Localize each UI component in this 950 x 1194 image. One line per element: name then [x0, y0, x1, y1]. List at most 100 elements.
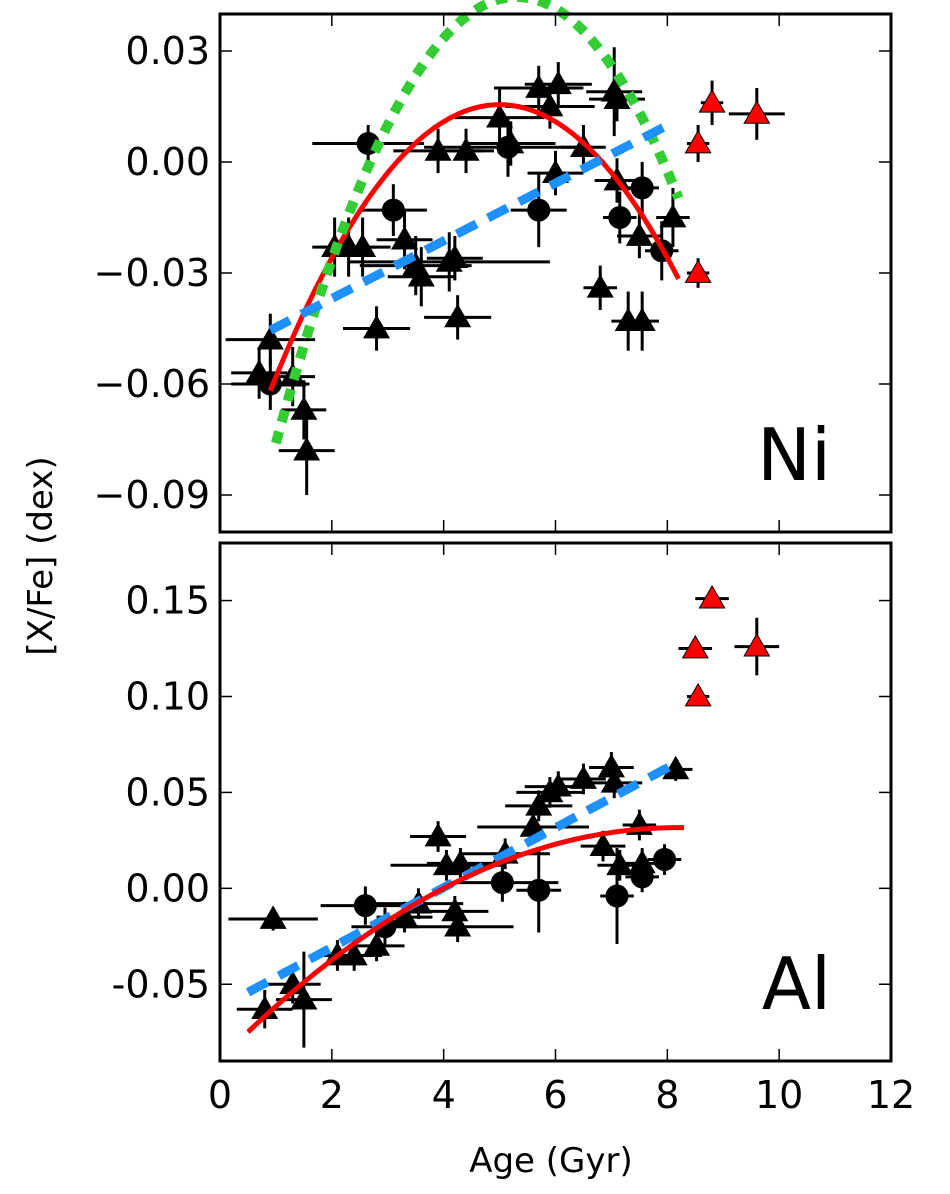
triangle-marker — [603, 85, 631, 109]
data-point — [524, 62, 592, 107]
triangle-marker — [698, 89, 726, 113]
triangle-marker — [256, 325, 284, 350]
data-point — [728, 88, 785, 140]
triangle-marker — [589, 832, 617, 856]
panel-label: Ni — [757, 413, 831, 497]
triangle-marker — [446, 849, 474, 874]
circle-marker — [527, 198, 551, 222]
y-tick-label: 0.00 — [125, 866, 210, 910]
triangle-marker — [681, 634, 709, 659]
triangle-marker — [628, 307, 656, 331]
ni-panel: 0.03 0.00 −0.03 −0.06 −0.09 Ni — [94, 0, 893, 534]
data-point — [281, 380, 327, 440]
triangle-marker — [586, 274, 614, 298]
triangle-marker — [363, 932, 391, 956]
triangle-marker — [662, 755, 690, 780]
triangle-marker — [452, 137, 480, 161]
y-tick-label: −0.06 — [94, 362, 210, 406]
data-point — [493, 65, 584, 111]
green-fit — [271, 0, 684, 445]
triangle-marker — [525, 792, 553, 816]
data-point — [622, 809, 657, 841]
data-point — [589, 76, 645, 122]
data-point — [583, 265, 618, 310]
circle-marker — [630, 176, 654, 200]
x-axis-label: Age (Gyr) — [469, 1141, 633, 1181]
blue-fit — [245, 760, 676, 997]
data-point — [586, 767, 643, 799]
x-tick-label: 6 — [543, 1073, 567, 1117]
data-point — [516, 848, 562, 933]
circle-marker — [630, 865, 654, 889]
y-tick-label: 0.15 — [125, 579, 210, 623]
triangle-marker — [349, 233, 377, 257]
triangle-marker — [597, 753, 625, 778]
triangle-marker — [486, 103, 514, 128]
data-point — [401, 911, 514, 943]
circle-marker — [381, 198, 405, 222]
data-point — [698, 80, 726, 125]
data-point — [625, 861, 659, 893]
triangle-marker — [684, 129, 712, 154]
data-point — [625, 291, 659, 351]
data-point — [343, 306, 411, 351]
triangle-marker — [424, 822, 452, 847]
triangle-marker — [290, 985, 318, 1010]
triangle-marker — [698, 584, 726, 609]
triangle-marker — [444, 303, 472, 328]
y-tick-label: 0.00 — [125, 140, 210, 184]
y-axis-label: [X/Fe] (dex) — [21, 456, 61, 655]
triangle-marker — [391, 226, 419, 250]
x-tick-label: 12 — [867, 1073, 915, 1117]
circle-marker — [653, 848, 677, 872]
data-point — [625, 162, 659, 214]
data-point — [454, 88, 545, 148]
triangle-marker — [363, 314, 391, 339]
data-point — [477, 811, 590, 843]
y-tick-label: −0.03 — [94, 251, 210, 295]
data-point — [600, 848, 634, 944]
data-point — [656, 187, 690, 248]
triangle-marker — [444, 913, 472, 937]
data-point — [684, 125, 712, 162]
circle-marker — [496, 135, 520, 159]
data-point — [410, 821, 467, 852]
circle-marker — [527, 878, 551, 902]
blue-fit — [268, 121, 670, 335]
series-red-triangles — [684, 80, 785, 288]
triangle-marker — [743, 632, 771, 657]
triangle-marker — [544, 772, 572, 797]
circle-marker — [608, 206, 632, 229]
data-point — [438, 128, 494, 174]
data-point — [225, 313, 316, 366]
triangle-marker — [340, 941, 368, 966]
triangle-marker — [659, 203, 687, 228]
triangle-marker — [625, 222, 653, 246]
y-tick-label: -0.05 — [112, 962, 210, 1006]
circle-marker — [353, 894, 377, 918]
data-point — [647, 844, 682, 875]
x-tick-label: 0 — [208, 1073, 232, 1117]
triangle-marker — [684, 682, 712, 707]
data-point — [734, 617, 780, 676]
data-point — [228, 905, 318, 931]
plot-frame — [218, 541, 893, 1063]
data-point — [603, 191, 637, 244]
data-point — [684, 682, 712, 707]
triangle-marker — [293, 436, 321, 461]
data-point — [695, 584, 729, 609]
triangle-marker — [259, 905, 287, 929]
y-tick-label: 0.10 — [125, 674, 210, 718]
y-tick-label: 0.03 — [125, 29, 210, 73]
y-tick-label: −0.09 — [94, 473, 210, 517]
data-point — [505, 790, 573, 822]
triangle-marker — [743, 100, 771, 124]
data-point — [334, 217, 391, 277]
data-point — [387, 247, 455, 307]
circle-marker — [490, 871, 514, 895]
triangle-marker — [569, 765, 597, 789]
data-point — [231, 358, 310, 410]
data-point — [312, 125, 425, 162]
data-point — [510, 173, 567, 248]
